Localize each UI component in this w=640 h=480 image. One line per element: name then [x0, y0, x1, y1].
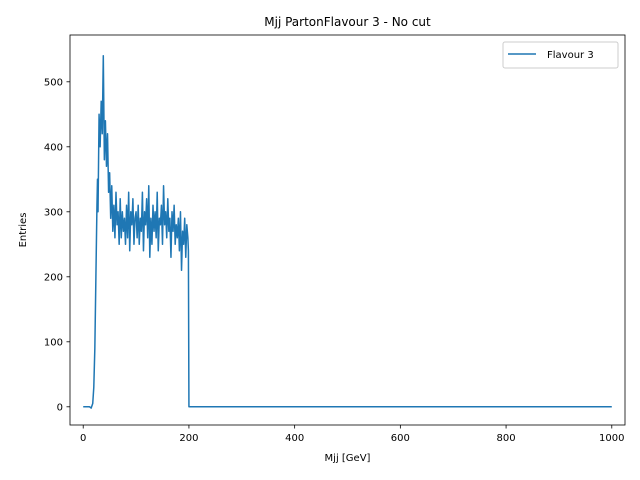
- legend: Flavour 3: [502, 41, 619, 69]
- y-tick-label: 500: [44, 77, 63, 88]
- y-tick-label: 300: [44, 207, 63, 218]
- x-tick-label: 800: [497, 433, 516, 444]
- x-tick-label: 0: [80, 433, 86, 444]
- legend-label-flavour-3: Flavour 3: [547, 50, 594, 61]
- plot-frame: [69, 34, 626, 426]
- series-line-0: [83, 55, 612, 409]
- x-tick-label: 1000: [599, 433, 624, 444]
- chart-title: Mjj PartonFlavour 3 - No cut: [264, 15, 431, 29]
- series-layer: [83, 55, 612, 409]
- x-axis-ticks: 0 200 400 600 800 1000: [80, 425, 625, 444]
- x-tick-label: 200: [179, 433, 198, 444]
- y-tick-label: 0: [57, 402, 63, 413]
- x-tick-label: 600: [391, 433, 410, 444]
- y-tick-label: 200: [44, 272, 63, 283]
- y-tick-label: 400: [44, 142, 63, 153]
- x-tick-label: 400: [285, 433, 304, 444]
- y-tick-label: 100: [44, 337, 63, 348]
- y-axis-ticks: 0 100 200 300 400 500: [44, 77, 70, 413]
- y-axis-label: Entries: [18, 213, 29, 248]
- legend-box: [502, 41, 619, 69]
- x-axis-label: Mjj [GeV]: [325, 453, 371, 464]
